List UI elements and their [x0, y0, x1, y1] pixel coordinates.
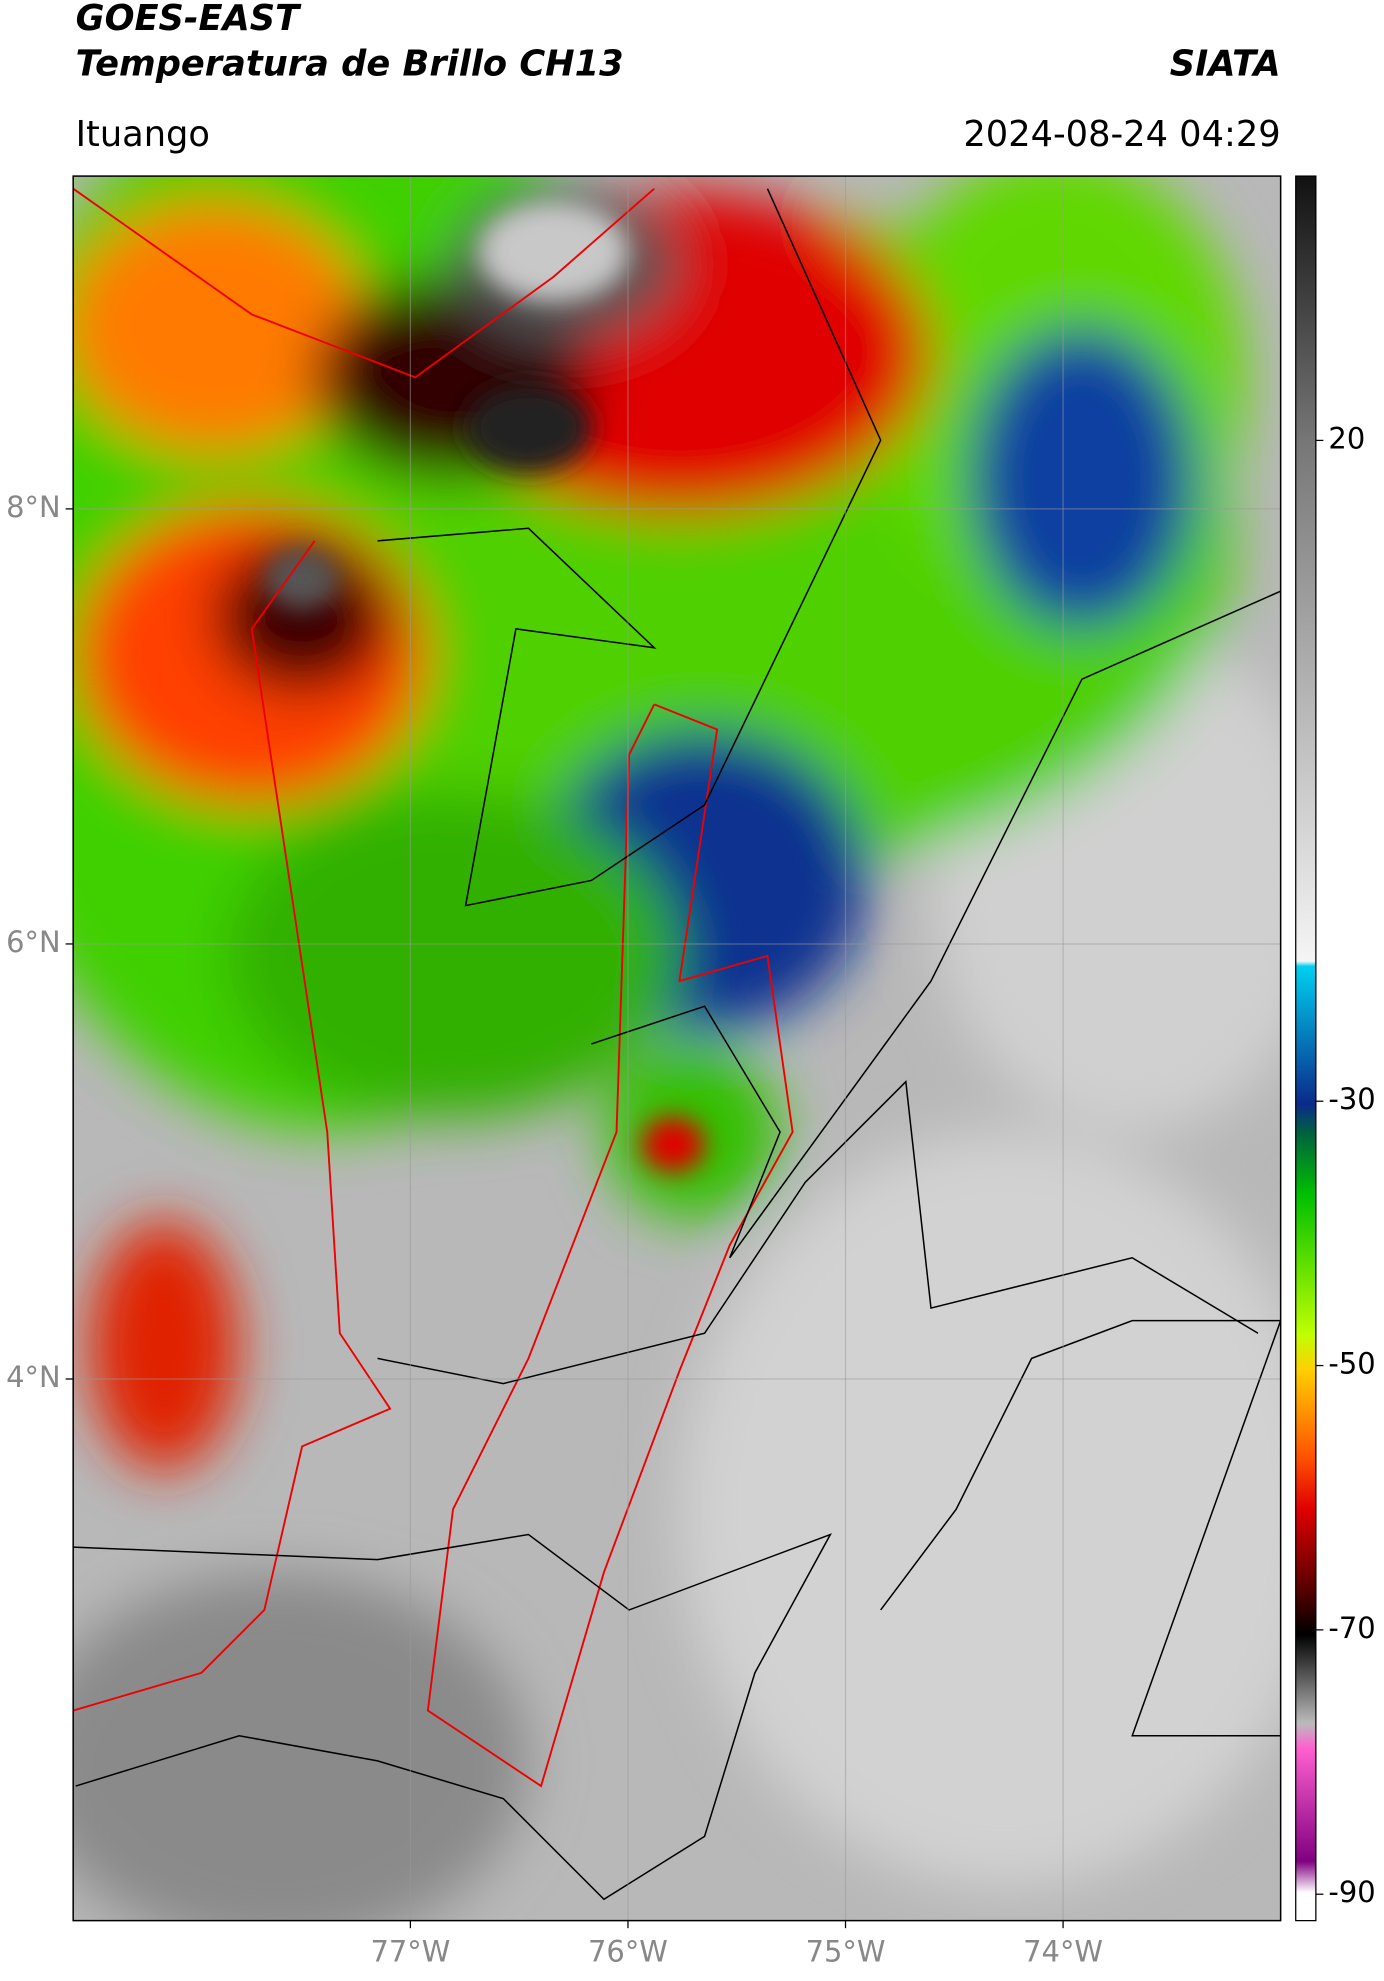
- x-tick-label: 74°W: [1023, 1934, 1103, 1968]
- location: Ituango: [76, 114, 210, 155]
- colorbar-tick-label: -70: [1328, 1611, 1375, 1645]
- y-tick-label: 8°N: [6, 490, 60, 524]
- colorbar-tick-label: -30: [1328, 1082, 1375, 1116]
- colorbar: [1295, 175, 1317, 1922]
- colorbar-tick-label: 20: [1328, 421, 1365, 455]
- datetime: 2024-08-24 04:29: [963, 114, 1280, 155]
- colorbar-tick-label: -50: [1328, 1347, 1375, 1381]
- y-tick-label: 4°N: [6, 1360, 60, 1394]
- x-tick-label: 77°W: [370, 1934, 450, 1968]
- source: SIATA: [1170, 43, 1281, 84]
- map-axes: 77°W 76°W 75°W 74°W 8°N 6°N 4°N 20 -30 -50 -70 -90: [6, 176, 1376, 1968]
- y-tick-label: 6°N: [6, 925, 60, 959]
- subtitle: Temperatura de Brillo CH13: [76, 43, 624, 84]
- x-tick-label: 76°W: [588, 1934, 668, 1968]
- satellite-image: [73, 176, 1281, 1921]
- colorbar-tick-label: -90: [1328, 1875, 1375, 1909]
- map-frame: [72, 175, 1282, 1922]
- x-tick-label: 75°W: [806, 1934, 886, 1968]
- title: GOES-EAST: [76, 0, 302, 39]
